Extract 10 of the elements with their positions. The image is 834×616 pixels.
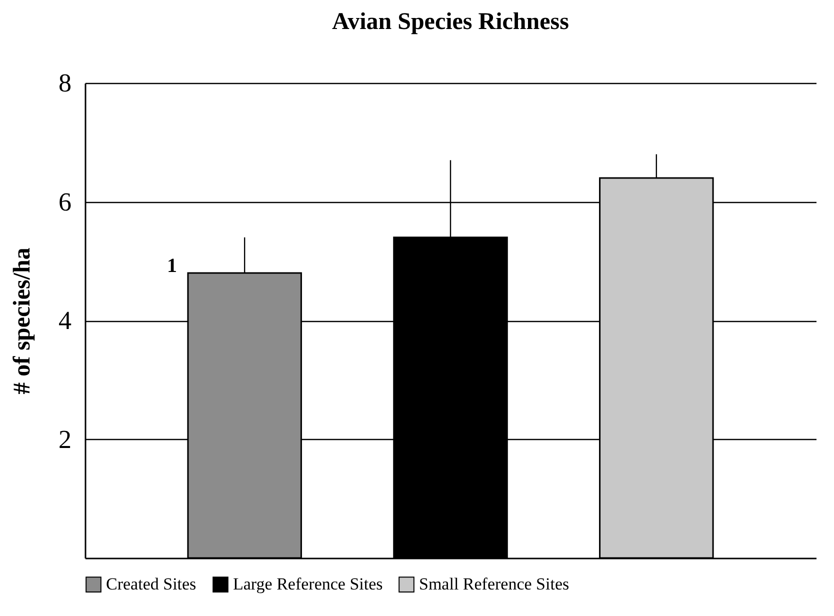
y-tick-label: 6	[58, 187, 72, 216]
legend-label: Small Reference Sites	[419, 574, 570, 594]
y-tick-label: 2	[58, 424, 72, 454]
y-tick-label: 8	[58, 68, 72, 98]
legend-label: Large Reference Sites	[233, 574, 383, 594]
y-tick-label: 4	[58, 306, 72, 335]
legend-label: Created Sites	[106, 574, 196, 594]
y-axis-title: # of species/ha	[10, 248, 36, 394]
chart-title: Avian Species Richness	[332, 9, 569, 35]
annotation: 1	[167, 255, 177, 277]
